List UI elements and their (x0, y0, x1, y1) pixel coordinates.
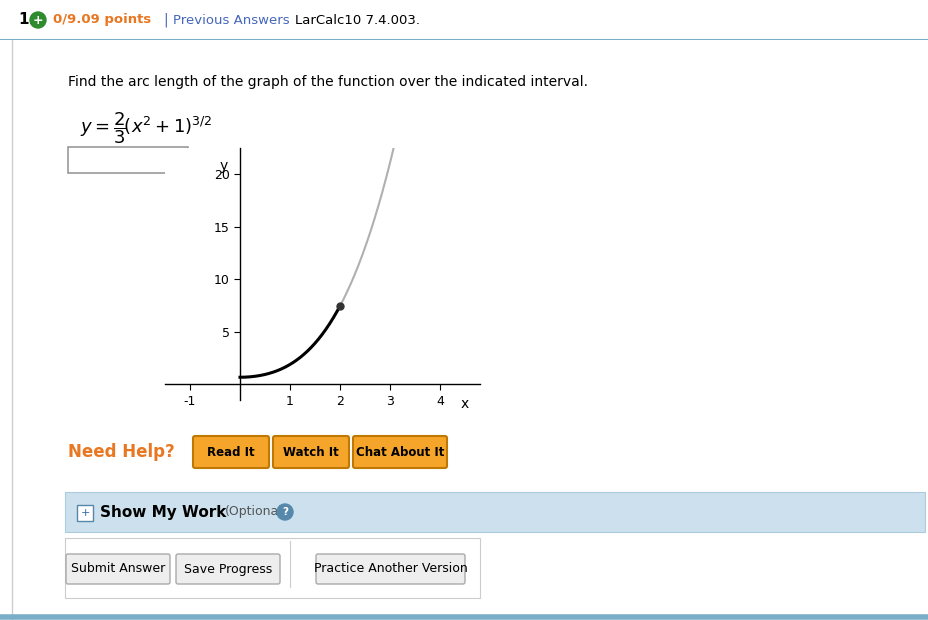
FancyBboxPatch shape (353, 436, 446, 468)
Text: Read It: Read It (207, 446, 254, 459)
Text: +: + (32, 14, 44, 27)
Text: +: + (80, 508, 90, 518)
FancyBboxPatch shape (316, 554, 465, 584)
FancyBboxPatch shape (175, 554, 279, 584)
Text: LarCalc10 7.4.003.: LarCalc10 7.4.003. (295, 14, 419, 27)
Text: Submit Answer: Submit Answer (71, 562, 165, 575)
Text: Find the arc length of the graph of the function over the indicated interval.: Find the arc length of the graph of the … (68, 75, 587, 89)
Bar (65, 492, 924, 532)
Text: y: y (219, 159, 227, 172)
FancyBboxPatch shape (68, 147, 187, 173)
Circle shape (277, 504, 292, 520)
FancyBboxPatch shape (273, 436, 349, 468)
Circle shape (30, 12, 46, 28)
FancyBboxPatch shape (66, 554, 170, 584)
FancyBboxPatch shape (193, 436, 269, 468)
Text: Show My Work: Show My Work (100, 505, 226, 520)
Text: x: x (460, 397, 469, 411)
Text: $y = \dfrac{2}{3}\!\left(x^2 + 1\right)^{3/2}$: $y = \dfrac{2}{3}\!\left(x^2 + 1\right)^… (80, 110, 213, 146)
Text: Watch It: Watch It (283, 446, 339, 459)
Text: ✗: ✗ (200, 150, 217, 170)
Text: Chat About It: Chat About It (355, 446, 444, 459)
Text: Save Progress: Save Progress (184, 562, 272, 575)
Text: (Optional): (Optional) (225, 505, 288, 518)
Text: 1.: 1. (18, 12, 34, 27)
Text: ?: ? (282, 507, 288, 517)
Text: |: | (162, 13, 167, 27)
Text: 0/9.09 points: 0/9.09 points (53, 14, 151, 27)
Text: Previous Answers: Previous Answers (173, 14, 290, 27)
FancyBboxPatch shape (77, 505, 93, 521)
Text: Practice Another Version: Practice Another Version (314, 562, 467, 575)
Text: Need Help?: Need Help? (68, 443, 174, 461)
